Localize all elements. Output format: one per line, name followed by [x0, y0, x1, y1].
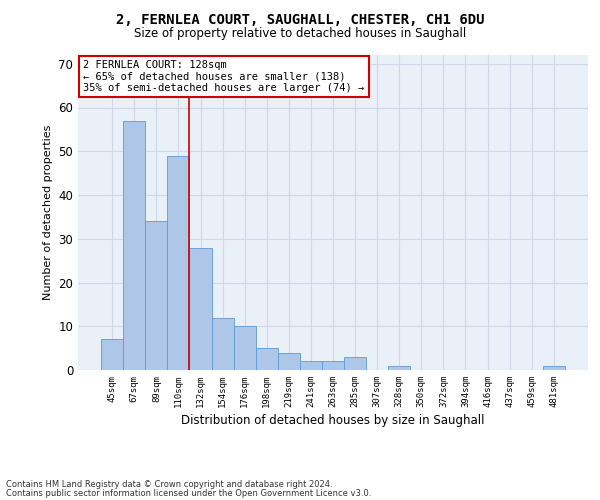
Bar: [190, 248, 212, 370]
Text: Contains HM Land Registry data © Crown copyright and database right 2024.: Contains HM Land Registry data © Crown c…: [6, 480, 332, 489]
Text: 2 FERNLEA COURT: 128sqm
← 65% of detached houses are smaller (138)
35% of semi-d: 2 FERNLEA COURT: 128sqm ← 65% of detache…: [83, 60, 364, 93]
Bar: [167, 156, 190, 370]
Bar: [145, 221, 167, 370]
Bar: [278, 352, 300, 370]
Bar: [123, 120, 145, 370]
Bar: [256, 348, 278, 370]
Bar: [300, 361, 322, 370]
X-axis label: Distribution of detached houses by size in Saughall: Distribution of detached houses by size …: [181, 414, 485, 427]
Text: Size of property relative to detached houses in Saughall: Size of property relative to detached ho…: [134, 28, 466, 40]
Bar: [101, 340, 123, 370]
Bar: [388, 366, 410, 370]
Bar: [322, 361, 344, 370]
Bar: [344, 357, 366, 370]
Bar: [543, 366, 565, 370]
Y-axis label: Number of detached properties: Number of detached properties: [43, 125, 53, 300]
Text: 2, FERNLEA COURT, SAUGHALL, CHESTER, CH1 6DU: 2, FERNLEA COURT, SAUGHALL, CHESTER, CH1…: [116, 12, 484, 26]
Bar: [212, 318, 233, 370]
Text: Contains public sector information licensed under the Open Government Licence v3: Contains public sector information licen…: [6, 488, 371, 498]
Bar: [233, 326, 256, 370]
